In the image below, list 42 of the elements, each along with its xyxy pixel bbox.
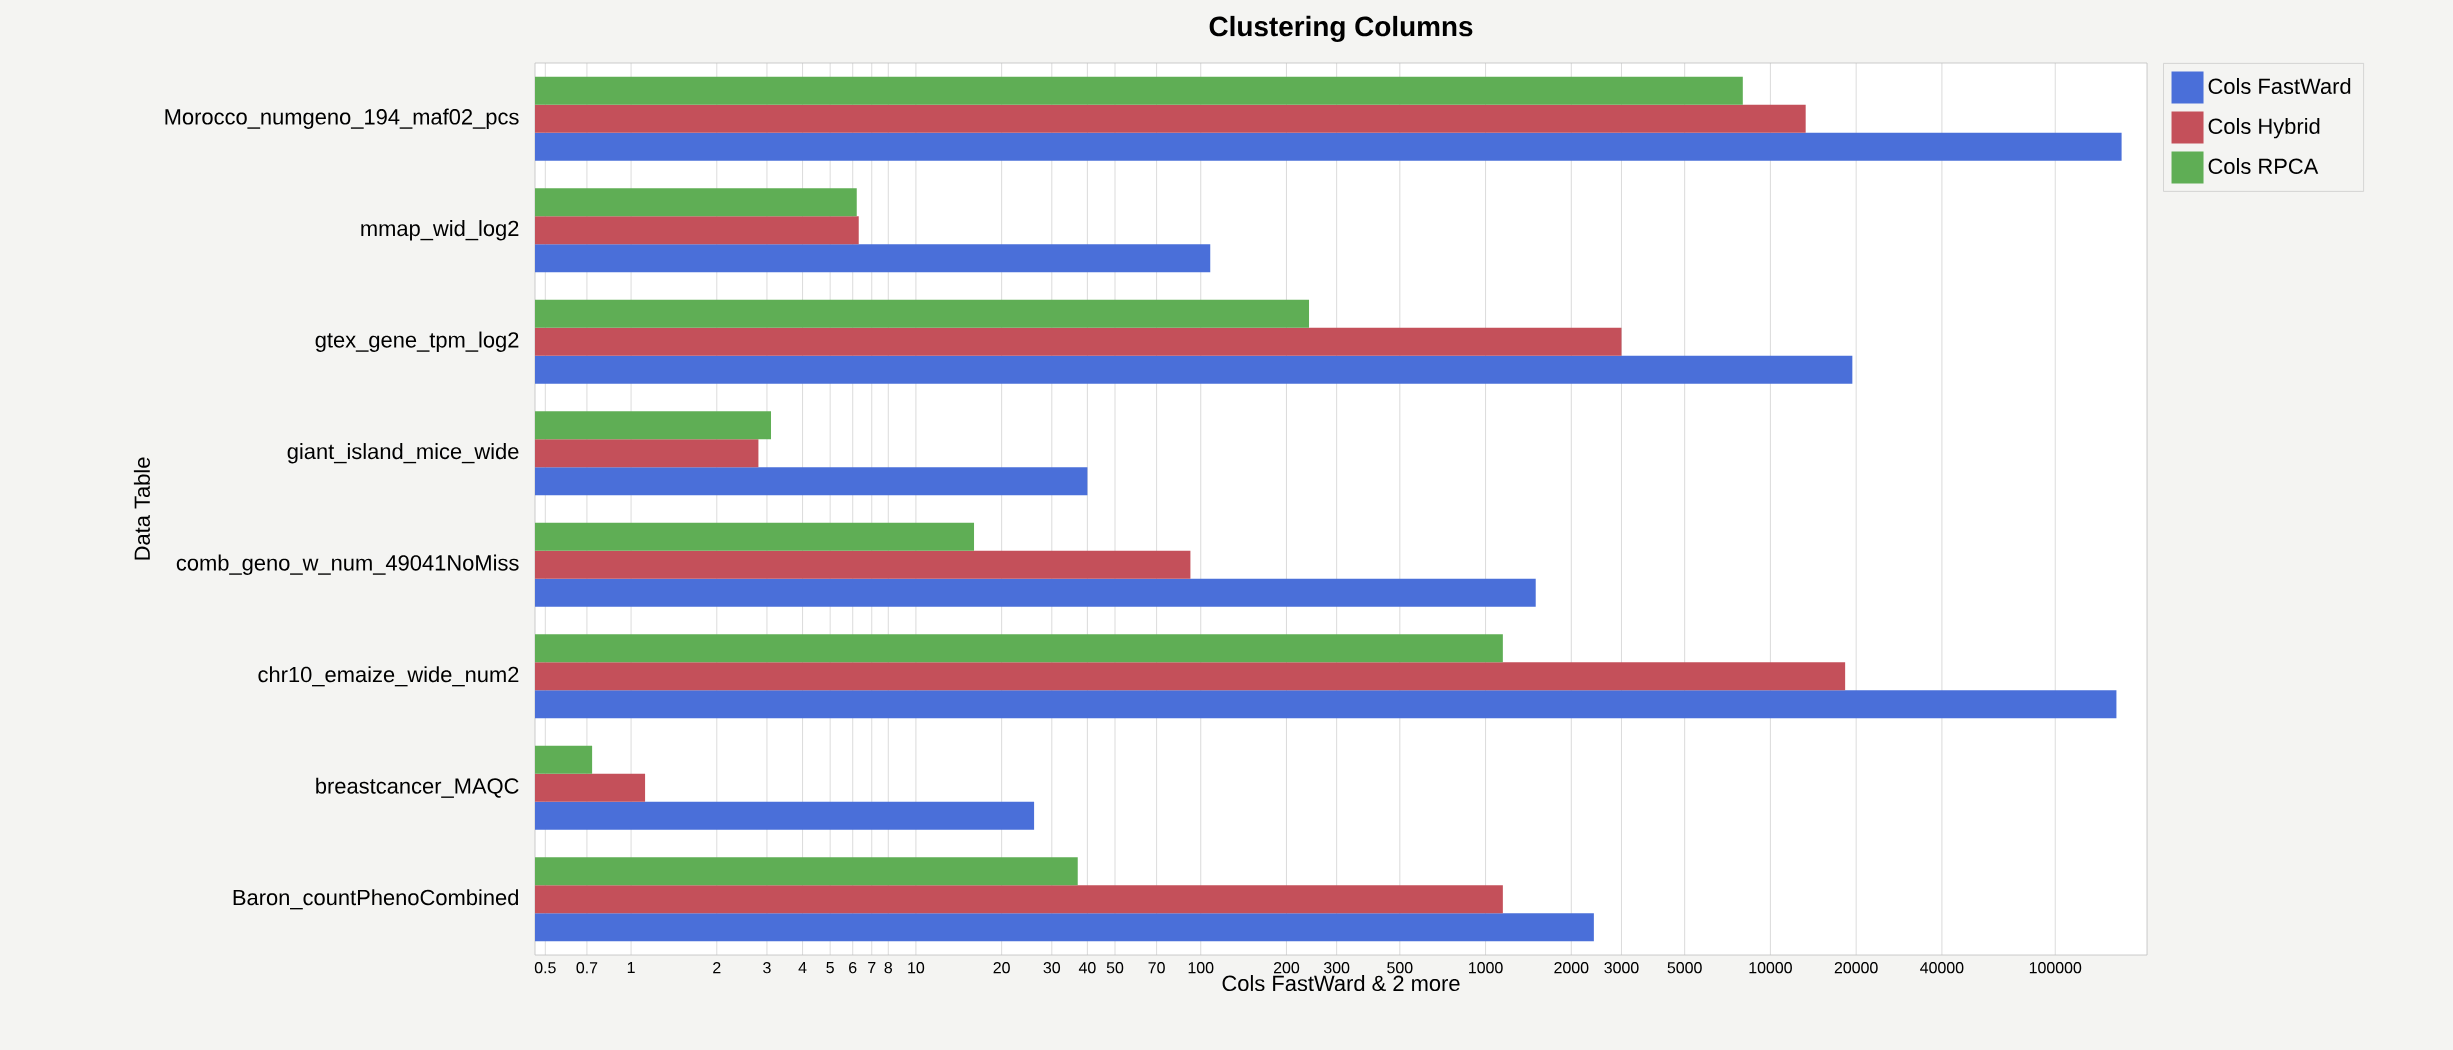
y-tick-label: Baron_countPhenoCombined bbox=[233, 889, 518, 910]
x-tick-label: 300 bbox=[1323, 962, 1350, 974]
legend-label: Cols FastWard bbox=[2208, 77, 2351, 95]
x-tick-label: 20 bbox=[993, 962, 1010, 974]
x-tick-label: 200 bbox=[1273, 962, 1300, 974]
x-axis-title: Cols FastWard & 2 more bbox=[1222, 975, 1460, 992]
legend-label: Cols Hybrid bbox=[2208, 117, 2320, 139]
x-tick-label: 20000 bbox=[1834, 962, 1878, 974]
x-tick-label: 40000 bbox=[1920, 962, 1964, 974]
y-tick-label: giant_island_mice_wide bbox=[287, 443, 519, 464]
x-tick-label: 500 bbox=[1387, 962, 1413, 974]
x-tick-label: 5000 bbox=[1667, 962, 1702, 974]
x-tick-label: 1 bbox=[627, 962, 635, 974]
y-axis-title: Data Table bbox=[133, 457, 150, 560]
x-tick-label: 3 bbox=[763, 962, 771, 974]
x-tick-label: 5 bbox=[826, 962, 834, 974]
x-tick-label: 10000 bbox=[1749, 962, 1792, 974]
x-tick-label: 7 bbox=[868, 962, 876, 974]
x-tick-label: 100 bbox=[1188, 962, 1214, 974]
x-tick-label: 0.7 bbox=[576, 962, 598, 974]
y-tick-label: gtex_gene_tpm_log2 bbox=[315, 331, 519, 352]
x-tick-label: 50 bbox=[1106, 962, 1124, 974]
x-tick-label: 6 bbox=[849, 962, 857, 974]
x-tick-label: 2 bbox=[713, 962, 721, 974]
legend-label: Cols RPCA bbox=[2208, 157, 2319, 175]
y-tick-label: mmap_wid_log2 bbox=[361, 220, 519, 241]
y-tick-label: chr10_emaize_wide_num2 bbox=[258, 666, 519, 687]
chart-title: Clustering Columns bbox=[1209, 15, 1473, 42]
x-tick-label: 10 bbox=[908, 962, 925, 974]
y-tick-label: Morocco_numgeno_194_maf02_pcs bbox=[165, 108, 519, 129]
x-tick-label: 1000 bbox=[1469, 962, 1503, 974]
x-tick-label: 100000 bbox=[2029, 962, 2082, 974]
x-tick-label: 2000 bbox=[1554, 962, 1589, 974]
y-tick-label: breastcancer_MAQC bbox=[316, 777, 519, 798]
x-tick-label: 3000 bbox=[1604, 962, 1639, 974]
x-tick-label: 0.5 bbox=[534, 962, 556, 974]
y-tick-label: comb_geno_w_num_49041NoMiss bbox=[176, 554, 519, 575]
x-tick-label: 70 bbox=[1148, 962, 1165, 974]
x-tick-label: 30 bbox=[1043, 962, 1061, 974]
x-tick-label: 8 bbox=[884, 962, 893, 974]
x-tick-label: 4 bbox=[798, 962, 807, 974]
x-tick-label: 40 bbox=[1078, 962, 1096, 974]
